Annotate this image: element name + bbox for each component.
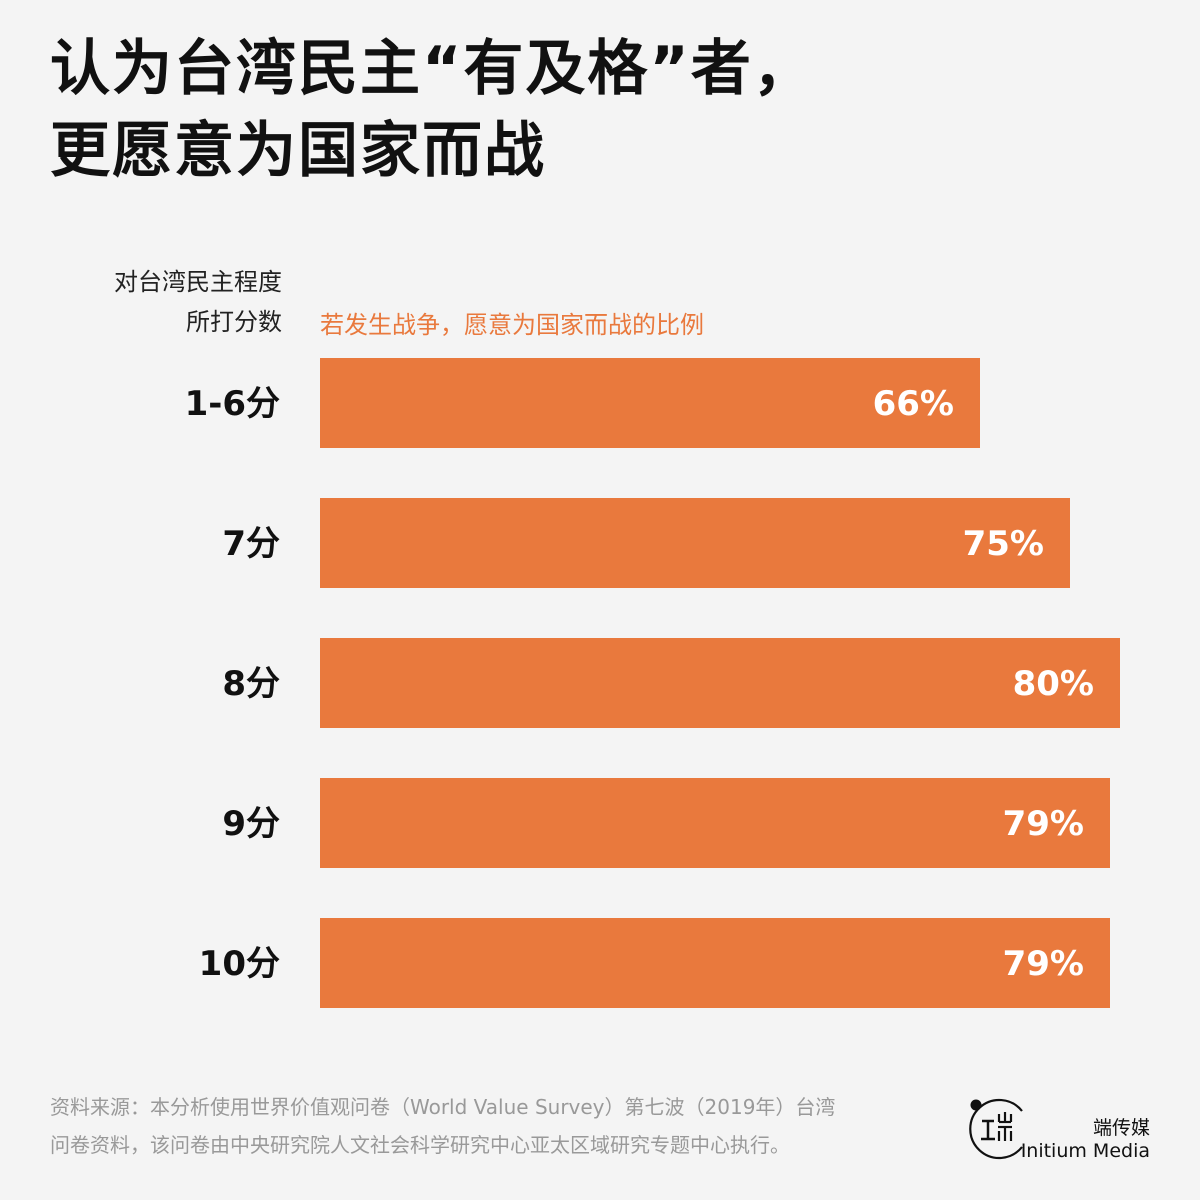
- value-label: 66%: [873, 384, 954, 424]
- chart-title-line-1: 认为台湾民主“有及格”者，: [50, 34, 815, 104]
- value-label: 79%: [1003, 944, 1084, 984]
- initium-logo-icon: [969, 1098, 1023, 1160]
- value-label: 80%: [1013, 664, 1094, 704]
- y-axis-header-line-1: 对台湾民主程度: [114, 268, 282, 296]
- chart-title: 认为台湾民主“有及格”者， 更愿意为国家而战: [50, 28, 815, 192]
- category-label: 1-6分: [185, 384, 280, 424]
- bar: [320, 778, 1110, 868]
- value-label: 75%: [963, 524, 1044, 564]
- x-axis-header: 若发生战争，愿意为国家而战的比例: [320, 311, 704, 339]
- source-note-line-2: 问卷资料，该问卷由中央研究院人文社会科学研究中心亚太区域研究专题中心执行。: [50, 1133, 790, 1157]
- y-axis-header: 对台湾民主程度 所打分数: [114, 262, 282, 342]
- source-note-line-1: 资料来源：本分析使用世界价值观问卷（World Value Survey）第七波…: [50, 1095, 836, 1119]
- bar: [320, 918, 1110, 1008]
- brand-name-en: Initium Media: [1020, 1140, 1150, 1162]
- bar: [320, 638, 1120, 728]
- value-label: 79%: [1003, 804, 1084, 844]
- brand-name-cn: 端传媒: [1092, 1117, 1150, 1139]
- category-label: 9分: [222, 804, 280, 844]
- bar: [320, 358, 980, 448]
- y-axis-header-line-2: 所打分数: [186, 308, 282, 336]
- category-label: 8分: [222, 664, 280, 704]
- category-label: 10分: [199, 944, 280, 984]
- category-label: 7分: [222, 524, 280, 564]
- source-note: 资料来源：本分析使用世界价值观问卷（World Value Survey）第七波…: [50, 1088, 950, 1164]
- chart-title-line-2: 更愿意为国家而战: [50, 116, 546, 186]
- bar: [320, 498, 1070, 588]
